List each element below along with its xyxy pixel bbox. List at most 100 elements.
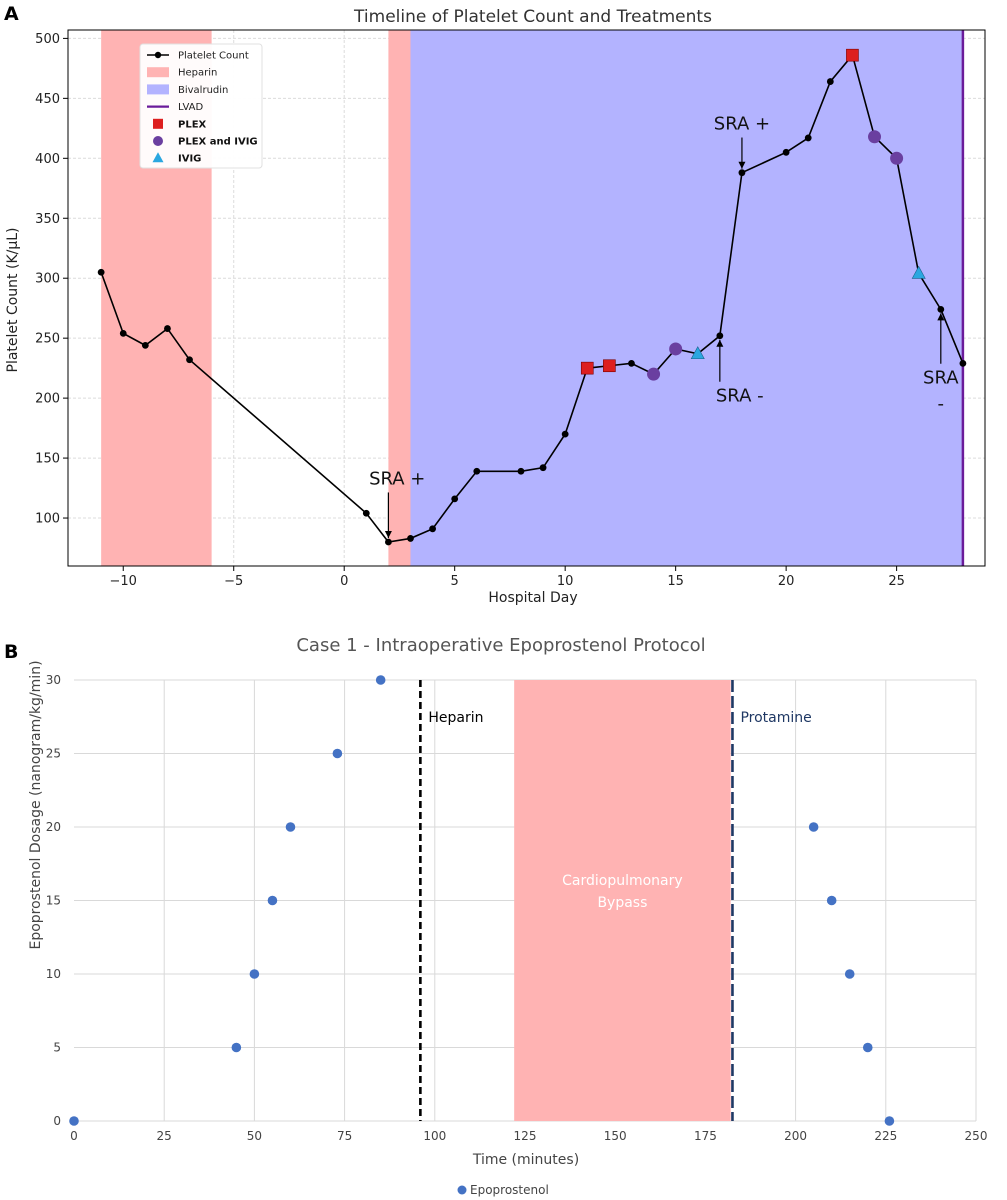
a-legend-patch-swatch xyxy=(147,84,169,95)
a-x-tick-label: 25 xyxy=(888,574,905,589)
a-x-tick-label: 15 xyxy=(667,574,684,589)
a-ivig-marker xyxy=(911,265,926,279)
a-legend-label: PLEX and IVIG xyxy=(178,137,258,148)
a-plex-ivig-marker xyxy=(868,130,882,144)
a-platelet-point xyxy=(959,359,967,367)
a-y-tick-label: 150 xyxy=(35,452,60,467)
b-x-tick-label: 50 xyxy=(247,1129,262,1143)
b-epoprostenol-point xyxy=(826,895,837,906)
a-annotation-arrow-head xyxy=(384,531,392,539)
b-x-tick-label: 75 xyxy=(337,1129,352,1143)
b-epoprostenol-point xyxy=(69,1116,79,1126)
b-y-tick-label: 25 xyxy=(46,747,61,761)
b-x-axis-label: Time (minutes) xyxy=(472,1152,579,1168)
b-x-tick-label: 0 xyxy=(70,1129,78,1143)
a-x-tick-label: −5 xyxy=(224,574,243,589)
a-plex-marker xyxy=(580,361,594,375)
b-y-tick-label: 5 xyxy=(53,1041,61,1055)
a-x-tick-label: 5 xyxy=(451,574,459,589)
b-x-tick-label: 150 xyxy=(604,1129,627,1143)
b-x-tick-label: 200 xyxy=(784,1129,807,1143)
a-annotation-text: - xyxy=(938,394,945,415)
a-annotation-arrow-head xyxy=(716,339,724,347)
a-ivig-marker xyxy=(690,346,705,360)
b-y-tick-label: 30 xyxy=(46,673,61,687)
a-y-tick-label: 450 xyxy=(35,92,60,107)
b-bypass-label: Cardiopulmonary xyxy=(562,873,683,889)
panel-label-a: A xyxy=(4,3,19,25)
b-bypass-region: Cardiopulmonary Bypass xyxy=(514,680,731,1121)
b-epoprostenol-point xyxy=(267,895,278,906)
a-x-tick-label: 10 xyxy=(557,574,574,589)
a-y-tick-label: 250 xyxy=(35,332,60,347)
b-epoprostenol-point xyxy=(844,969,855,979)
a-plex-marker xyxy=(846,48,859,62)
a-treatment-markers xyxy=(580,48,926,381)
b-bypass-label: Bypass xyxy=(597,895,647,911)
a-legend-label: Bivalrudin xyxy=(178,85,228,96)
b-event-lines: Heparin Protamine xyxy=(419,680,812,1121)
a-y-tick-label: 200 xyxy=(35,392,60,407)
a-heparin-region xyxy=(388,30,411,566)
a-platelet-point xyxy=(826,78,834,85)
a-annotations: SRA + SRA + SRA - SRA - xyxy=(369,114,959,539)
b-heparin-label: Heparin xyxy=(428,710,483,726)
b-epoprostenol-point xyxy=(249,969,260,979)
a-platelet-point xyxy=(804,134,812,142)
b-x-ticks: 0 25 50 75 100 125 150 175 200 225 250 xyxy=(70,1129,987,1143)
a-annotation-text: SRA + xyxy=(714,114,770,135)
a-y-tick-label: 100 xyxy=(35,512,60,527)
panel-label-b: B xyxy=(4,641,18,663)
b-legend-marker xyxy=(457,1185,467,1195)
a-legend-patch-swatch xyxy=(147,67,169,78)
a-x-tick-label: −10 xyxy=(110,574,137,589)
a-legend-label: Heparin xyxy=(178,68,217,79)
a-y-ticks: 100 150 200 250 300 350 400 450 500 xyxy=(35,32,68,527)
a-platelet-point xyxy=(716,332,724,340)
a-platelet-point xyxy=(517,467,525,475)
a-legend-label: PLEX xyxy=(178,119,207,130)
a-annotation-arrow-head xyxy=(937,313,945,321)
b-epoprostenol-point xyxy=(884,1116,895,1126)
a-y-tick-label: 300 xyxy=(35,272,60,287)
a-legend: Platelet Count Heparin Bivalrudin LVAD PLEX P… xyxy=(139,43,263,169)
a-annotation-arrow-head xyxy=(738,161,746,169)
b-x-tick-label: 225 xyxy=(874,1129,897,1143)
a-plot-frame xyxy=(67,29,986,567)
a-platelet-point xyxy=(407,535,414,542)
a-y-axis-label: Platelet Count (K/μL) xyxy=(5,227,21,372)
a-platelet-point xyxy=(473,467,481,475)
a-platelet-point xyxy=(164,325,171,332)
b-epoprostenol-point xyxy=(285,822,296,832)
a-platelet-point xyxy=(97,268,105,276)
panel-a-chart: A Timeline of Platelet Count and Treatme… xyxy=(4,3,986,606)
a-y-tick-label: 400 xyxy=(35,152,60,167)
b-protamine-label: Protamine xyxy=(740,710,811,726)
a-platelet-point xyxy=(119,329,127,337)
a-legend-label: Platelet Count xyxy=(178,51,249,62)
a-platelet-point xyxy=(782,148,790,156)
a-plex-ivig-marker xyxy=(890,151,904,165)
b-x-tick-label: 100 xyxy=(423,1129,446,1143)
b-x-tick-label: 125 xyxy=(514,1129,537,1143)
b-epoprostenol-point xyxy=(231,1042,242,1053)
b-epoprostenol-point xyxy=(332,748,343,759)
a-x-ticks: −10 −5 0 5 10 15 20 25 xyxy=(110,566,905,589)
panel-b-chart: B Case 1 - Intraoperative Epoprostenol P… xyxy=(4,635,987,1197)
a-legend-label: IVIG xyxy=(178,154,201,165)
a-bivalrudin-region xyxy=(410,30,963,566)
a-annotation-text: SRA xyxy=(923,368,959,389)
a-annotation-text: SRA - xyxy=(716,386,764,407)
a-legend-box xyxy=(139,43,263,169)
a-platelet-point xyxy=(362,509,370,517)
b-y-tick-label: 0 xyxy=(53,1114,61,1128)
b-legend: Epoprostenol xyxy=(457,1183,549,1197)
a-platelet-point xyxy=(628,359,635,367)
b-x-tick-label: 175 xyxy=(694,1129,717,1143)
a-y-tick-label: 500 xyxy=(35,32,60,47)
b-bypass-rect xyxy=(514,680,731,1121)
a-platelet-point xyxy=(937,305,945,313)
a-legend-point-swatch xyxy=(154,51,162,59)
a-plex-ivig-marker xyxy=(647,367,661,381)
